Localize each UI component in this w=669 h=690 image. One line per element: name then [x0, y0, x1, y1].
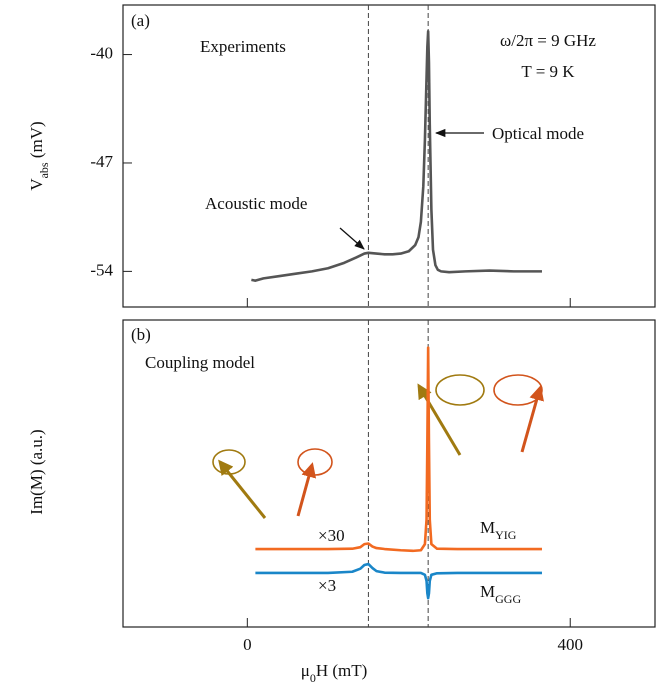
- y-tick-label: -40: [90, 43, 113, 62]
- x-tick-label: 400: [557, 635, 583, 654]
- annotation: T = 9 K: [521, 62, 575, 81]
- panel-label: (b): [131, 325, 151, 344]
- annotation: ω/2π = 9 GHz: [500, 31, 596, 50]
- spin-arrow: [296, 462, 317, 517]
- series-label-sub: GGG: [495, 592, 521, 606]
- series-label: MGGG: [480, 582, 521, 606]
- precession-circle: [212, 449, 246, 475]
- precession-circle: [435, 374, 485, 406]
- arrow: [339, 227, 365, 250]
- y-label-part: V: [27, 178, 46, 191]
- y-tick-label: -54: [90, 260, 113, 279]
- y-axis-label: Vabs (mV): [27, 121, 51, 190]
- precession-circle: [297, 448, 333, 476]
- scale-label: ×30: [318, 526, 345, 545]
- data-line: [255, 562, 542, 600]
- series-label: MYIG: [480, 518, 517, 542]
- annotation: Optical mode: [492, 124, 584, 143]
- spin-arrow: [417, 383, 462, 456]
- scale-label: ×3: [318, 576, 336, 595]
- panel-label: (a): [131, 11, 150, 30]
- series-label-sub: YIG: [495, 528, 517, 542]
- x-tick-label: 0: [243, 635, 252, 654]
- y-tick-label: -47: [90, 152, 113, 171]
- precession-circle: [493, 374, 543, 406]
- data-line: [255, 346, 542, 553]
- panel-b-frame: [122, 319, 656, 628]
- annotation: Experiments: [200, 37, 286, 56]
- y-axis-label: Im(M) (a.u.): [27, 429, 46, 514]
- annotation: Coupling model: [145, 353, 255, 372]
- series-label-part: M: [480, 582, 495, 601]
- precession-icons: [212, 374, 544, 519]
- panel-a-frame: [122, 4, 656, 308]
- x-axis-label: μ0H (mT): [301, 661, 368, 685]
- y-label-part: (mV): [27, 121, 46, 162]
- annotation: Acoustic mode: [205, 194, 307, 213]
- data-line: [251, 30, 542, 282]
- series-label-part: M: [480, 518, 495, 537]
- y-label-sub: abs: [37, 162, 51, 178]
- x-label-sub: 0: [310, 671, 316, 685]
- spin-arrow: [218, 459, 267, 519]
- x-label-part: μ: [301, 661, 310, 680]
- spin-arrow: [520, 385, 544, 453]
- x-label-part: H (mT): [316, 661, 367, 680]
